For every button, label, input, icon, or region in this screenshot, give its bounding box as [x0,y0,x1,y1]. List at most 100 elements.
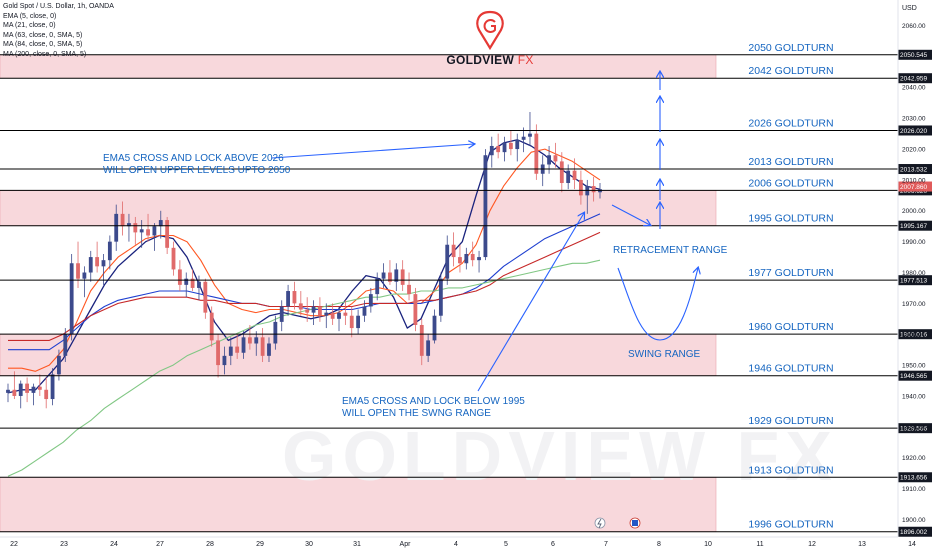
price-tag-0: 2050.545 [898,49,932,60]
candle-body-42 [273,321,278,344]
candle-body-45 [292,291,297,304]
price-tag-bg-9 [898,423,932,434]
candle-body-2 [18,383,23,396]
candle-body-27 [177,269,182,285]
candle-body-12 [82,272,87,279]
upper-note-line1: EMA5 CROSS AND LOCK ABOVE 2026 [103,153,284,164]
legend-ma84[interactable]: MA (84, close, 0, SMA, 5) [3,41,83,49]
candle-body-85 [547,155,551,165]
candle-body-38 [247,337,252,344]
goldview-logo: GOLDVIEW FX [445,8,535,68]
candle-body-8 [57,355,61,375]
x-tick-0: 22 [10,541,18,548]
y-tick-13: 2030.00 [902,116,926,123]
candle-body-69 [445,244,450,279]
us-flag-icon [632,520,638,526]
lower-note-line2: WILL OPEN THE SWNG RANGE [342,408,491,419]
candle-body-83 [534,133,539,174]
legend-ema5[interactable]: EMA (5, close, 0) [3,12,57,20]
price-tag-text-8: 1946.565 [900,373,927,380]
y-tick-10: 2000.00 [902,208,926,215]
price-tag-10: 1913.656 [898,472,932,483]
x-tick-15: 11 [756,541,763,548]
x-tick-17: 13 [858,541,866,548]
candle-body-51 [330,312,335,319]
candle-body-76 [489,145,494,156]
event-icon-flag [629,517,641,529]
candle-body-4 [31,386,36,393]
y-tick-11: 2010.00 [902,177,926,184]
candle-body-21 [139,229,144,233]
level-label-2: 2026 GOLDTURN [748,117,833,129]
candle-body-65 [419,324,424,356]
candle-body-41 [267,343,271,356]
level-label-4: 2006 GOLDTURN [748,177,833,189]
event-icon-lightning [594,517,606,529]
candle-body-9 [63,334,68,356]
y-tick-3: 1930.00 [902,424,926,431]
candle-body-11 [76,263,80,279]
level-label-11: 1996 GOLDTURN [748,519,833,531]
x-tick-18: 14 [908,541,916,548]
candle-body-43 [279,306,284,322]
candle-body-14 [95,257,100,267]
candle-body-20 [133,223,138,233]
legend-ma21[interactable]: MA (21, close, 0) [3,22,56,30]
swing-label: SWING RANGE [628,349,701,360]
legend-symbol[interactable]: Gold Spot / U.S. Dollar, 1h, OANDA [3,3,114,10]
candle-body-53 [343,312,348,316]
candle-body-36 [235,346,240,353]
level-label-10: 1913 GOLDTURN [748,464,833,476]
y-tick-14: 2040.00 [902,85,926,92]
price-tag-11: 1896.002 [898,526,932,537]
y-tick-15: 2060.00 [902,23,926,30]
candle-body-52 [337,312,341,319]
x-tick-6: 30 [305,541,313,548]
candle-body-92 [591,186,596,193]
candle-body-7 [50,374,55,400]
x-tick-7: 31 [353,541,361,548]
lightning-icon [597,518,602,529]
price-tag-text-10: 1913.656 [900,475,927,482]
price-tag-bg-1 [898,73,932,84]
candle-body-10 [69,263,74,335]
price-tag-3: 2013.532 [898,164,932,175]
candle-body-6 [44,389,49,400]
legend-ma63[interactable]: MA (63, close, 0, SMA, 5) [3,31,83,39]
zone-2 [0,333,717,376]
price-tag-text-0: 2050.545 [900,52,927,59]
candle-body-74 [477,257,481,261]
candle-body-25 [165,220,170,248]
candle-body-55 [356,315,361,329]
candle-body-79 [508,142,513,150]
price-tag-2: 2026.020 [898,125,932,136]
x-tick-2: 24 [110,541,118,548]
candle-body-88 [566,170,571,184]
levels-layer: 2050 GOLDTURN 2050.545 2042 GOLDTURN 2042.9… [0,42,932,537]
candle-body-1 [12,389,17,396]
event-circle-1 [594,517,606,529]
level-label-6: 1977 GOLDTURN [748,267,833,279]
arrow-lower-note [477,213,584,392]
price-tag-9: 1929.566 [898,423,932,434]
candle-body-59 [381,272,386,279]
price-tag-7: 1960.016 [898,329,932,340]
candle-body-61 [394,269,399,282]
current-price-text: 2007.860 [900,184,927,191]
arrow-retracement [611,204,650,225]
price-tag-text-5: 1995.167 [900,223,927,230]
y-tick-7: 1970.00 [902,301,926,308]
legend-ma200[interactable]: MA (200, close, 0, SMA, 5) [3,50,87,58]
price-tag-text-7: 1960.016 [900,332,927,339]
candle-body-49 [318,306,322,316]
candle-body-40 [260,337,265,356]
logo-pin-icon [476,10,504,51]
candle-body-26 [171,247,176,270]
ma-series-0 [7,139,601,394]
candle-body-22 [146,229,150,236]
x-tick-5: 29 [256,541,264,548]
price-tag-bg-2 [898,125,932,136]
swing-curve-arrow [617,268,698,341]
